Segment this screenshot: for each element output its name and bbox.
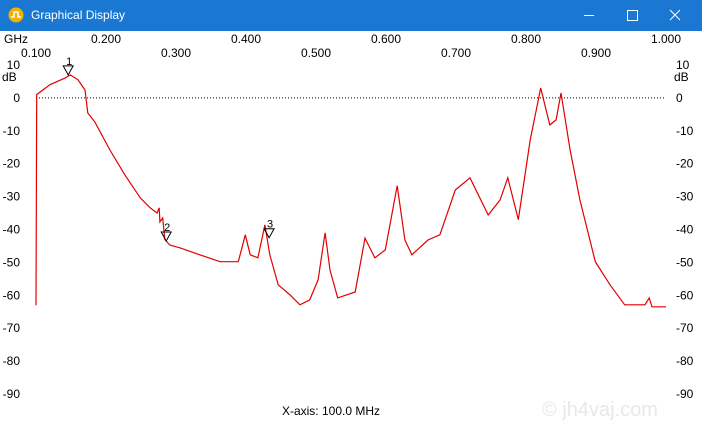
title-bar: Graphical Display <box>0 0 702 31</box>
marker <box>160 231 173 243</box>
x-tick-label: 0.200 <box>91 32 121 46</box>
y-tick-label: -10 <box>3 124 21 138</box>
y-tick-label: -50 <box>676 255 694 269</box>
y-tick-label: -40 <box>3 223 21 237</box>
marker <box>62 65 75 76</box>
x-tick-label: 0.600 <box>371 32 401 46</box>
y-unit-right: dB <box>674 70 689 84</box>
y-tick-label: -60 <box>676 288 694 302</box>
y-tick-label: -30 <box>676 190 694 204</box>
y-tick-label: 10 <box>676 58 690 72</box>
chart: GHz dB dB 0.100 0.200 0.300 0.400 0.500 0.600 0.7… <box>2 32 694 421</box>
x-axis-label: X-axis: 100.0 MHz <box>282 404 380 418</box>
y-tick-label: -80 <box>3 354 21 368</box>
window-controls <box>584 9 681 21</box>
y-tick-label: -80 <box>676 354 694 368</box>
app-icon <box>8 7 24 23</box>
marker-label: 1 <box>66 56 72 68</box>
marker-label: 3 <box>267 219 273 231</box>
y-tick-label: 0 <box>676 91 683 105</box>
y-tick-label: -20 <box>3 157 21 171</box>
marker-label: 2 <box>164 222 170 234</box>
x-tick-label: 0.100 <box>21 46 51 60</box>
x-tick-label: 0.700 <box>441 46 471 60</box>
watermark: © jh4vaj.com <box>542 399 658 421</box>
y-tick-label: -90 <box>3 387 21 401</box>
marker <box>263 228 275 239</box>
y-tick-label: -10 <box>676 124 694 138</box>
maximize-button[interactable] <box>627 10 638 21</box>
x-tick-label: 0.800 <box>511 32 541 46</box>
y-tick-label: -60 <box>3 288 21 302</box>
y-unit-left: dB <box>2 70 17 84</box>
y-tick-label: -90 <box>676 387 694 401</box>
x-tick-label: 0.300 <box>161 46 191 60</box>
x-tick-label: 1.000 <box>651 32 681 46</box>
y-tick-label: 0 <box>13 91 20 105</box>
y-tick-label: -20 <box>676 157 694 171</box>
y-tick-label: 10 <box>7 58 21 72</box>
trace <box>35 74 666 308</box>
y-tick-label: -70 <box>3 321 21 335</box>
x-tick-label: 0.900 <box>581 46 611 60</box>
x-tick-label: 0.500 <box>301 46 331 60</box>
x-tick-label: 0.400 <box>231 32 261 46</box>
y-tick-label: -70 <box>676 321 694 335</box>
y-tick-label: -50 <box>3 255 21 269</box>
close-button[interactable] <box>669 9 681 21</box>
y-tick-label: -40 <box>676 223 694 237</box>
window-title: Graphical Display <box>31 8 126 22</box>
x-unit: GHz <box>4 32 28 46</box>
y-tick-label: -30 <box>3 190 21 204</box>
